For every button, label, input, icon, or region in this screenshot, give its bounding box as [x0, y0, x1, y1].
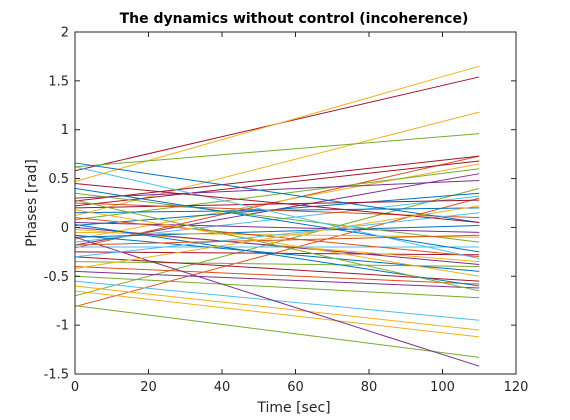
- series-line-9: [74, 168, 480, 221]
- chart-title: The dynamics without control (incoherenc…: [120, 11, 469, 27]
- series-line-43: [74, 305, 480, 358]
- y-tick-label: -0.5: [44, 270, 69, 285]
- series-line-38: [74, 199, 480, 292]
- series-line-44: [74, 236, 480, 367]
- series-line-8: [74, 163, 480, 240]
- series-line-4: [74, 133, 480, 168]
- series-line-18: [74, 202, 480, 219]
- y-tick-label: 2: [61, 26, 69, 41]
- x-tick-label: 60: [287, 380, 304, 395]
- x-axis-label: Time [sec]: [256, 400, 330, 416]
- x-tick-label: 40: [214, 380, 231, 395]
- series-line-37: [74, 270, 480, 289]
- y-tick-label: 1.5: [48, 74, 69, 89]
- y-tick-label: -1: [56, 319, 69, 334]
- y-tick-label: -1.5: [44, 368, 69, 383]
- series-line-16: [74, 199, 480, 209]
- y-tick-label: 0.5: [48, 172, 69, 187]
- series-line-34: [74, 256, 480, 282]
- ticks-layer: 0 20 40 60 80 100 120 -1.5 -1 -0.5 0 0.5 1 1.5 2: [44, 26, 529, 396]
- series-line-39: [74, 275, 480, 299]
- series-line-6: [74, 155, 480, 202]
- series-line-11: [74, 180, 480, 199]
- series-line-42: [74, 290, 480, 338]
- x-tick-label: 120: [504, 380, 529, 395]
- series-line-23: [74, 192, 480, 243]
- y-tick-label: 0: [61, 221, 69, 236]
- series-line-33: [74, 209, 480, 277]
- x-tick-label: 0: [71, 380, 79, 395]
- series-line-13: [74, 192, 480, 226]
- series-line-25: [74, 187, 480, 253]
- y-tick-label: 1: [61, 123, 69, 138]
- series-line-48: [74, 205, 480, 269]
- x-tick-label: 100: [430, 380, 455, 395]
- series-line-2: [74, 65, 480, 182]
- series-line-45: [74, 212, 480, 258]
- x-tick-label: 80: [361, 380, 378, 395]
- series-line-41: [74, 285, 480, 331]
- series-line-28: [74, 166, 480, 260]
- x-tick-label: 20: [140, 380, 157, 395]
- series-line-35: [74, 266, 480, 285]
- series-line-40: [74, 280, 480, 321]
- series-line-46: [74, 234, 480, 246]
- series-line-19: [74, 162, 480, 224]
- y-axis-label: Phases [rad]: [24, 159, 40, 247]
- series-layer: [74, 65, 480, 367]
- series-line-12: [74, 187, 480, 297]
